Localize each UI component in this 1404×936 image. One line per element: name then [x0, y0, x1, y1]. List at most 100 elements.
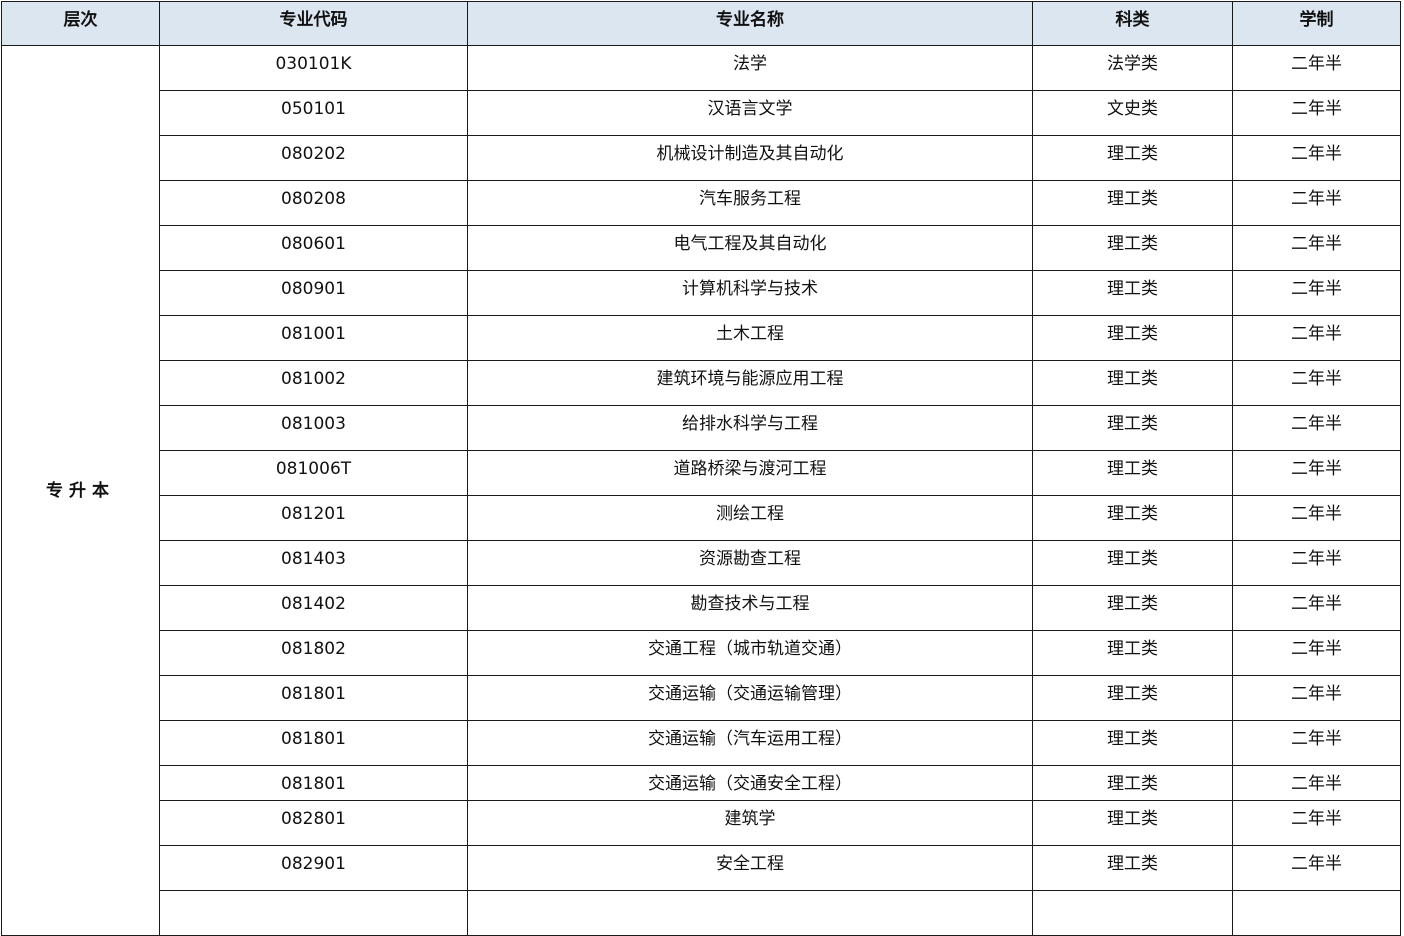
table-row: 081002 建筑环境与能源应用工程 理工类 二年半 — [2, 360, 1401, 406]
name-cell: 机械设计制造及其自动化 — [467, 135, 1033, 181]
duration-cell: 二年半 — [1232, 315, 1401, 361]
name-cell: 建筑环境与能源应用工程 — [467, 360, 1033, 406]
header-code: 专业代码 — [159, 1, 468, 46]
header-duration: 学制 — [1232, 1, 1401, 46]
code-cell: 050101 — [159, 90, 468, 136]
duration-cell: 二年半 — [1232, 630, 1401, 676]
name-cell: 汽车服务工程 — [467, 180, 1033, 226]
code-cell: 081006T — [159, 450, 468, 496]
duration-cell: 二年半 — [1232, 180, 1401, 226]
table-row: 专升本 030101K 法学 法学类 二年半 — [1, 45, 1401, 936]
duration-cell: 二年半 — [1232, 90, 1401, 136]
duration-cell: 二年半 — [1232, 800, 1401, 846]
table-row: 081801 交通运输（交通安全工程） 理工类 二年半 — [2, 765, 1401, 801]
name-cell: 勘查技术与工程 — [467, 585, 1033, 631]
code-cell: 030101K — [159, 45, 468, 91]
table-row: 081003 给排水科学与工程 理工类 二年半 — [2, 405, 1401, 451]
duration-cell: 二年半 — [1232, 540, 1401, 586]
category-cell: 理工类 — [1032, 630, 1233, 676]
category-cell: 理工类 — [1032, 540, 1233, 586]
name-cell: 电气工程及其自动化 — [467, 225, 1033, 271]
category-cell: 理工类 — [1032, 585, 1233, 631]
name-cell: 交通运输（交通运输管理） — [467, 675, 1033, 721]
table-row: 080202 机械设计制造及其自动化 理工类 二年半 — [2, 135, 1401, 181]
code-cell: 081003 — [159, 405, 468, 451]
code-cell: 081402 — [159, 585, 468, 631]
category-cell: 理工类 — [1032, 800, 1233, 846]
duration-cell: 二年半 — [1232, 765, 1401, 801]
table-row: 050101 汉语言文学 文史类 二年半 — [2, 90, 1401, 136]
table-row: 081801 交通运输（汽车运用工程） 理工类 二年半 — [2, 720, 1401, 766]
table-row: 080601 电气工程及其自动化 理工类 二年半 — [2, 225, 1401, 271]
category-cell: 理工类 — [1032, 180, 1233, 226]
level-cell: 专升本 — [1, 45, 160, 936]
name-cell: 资源勘查工程 — [467, 540, 1033, 586]
code-cell: 080601 — [159, 225, 468, 271]
name-cell: 计算机科学与技术 — [467, 270, 1033, 316]
duration-cell: 二年半 — [1232, 135, 1401, 181]
category-cell: 理工类 — [1032, 720, 1233, 766]
category-cell: 理工类 — [1032, 405, 1233, 451]
duration-cell: 二年半 — [1232, 720, 1401, 766]
table-row: 081006T 道路桥梁与渡河工程 理工类 二年半 — [2, 450, 1401, 496]
code-cell: 080208 — [159, 180, 468, 226]
table-row: 081403 资源勘查工程 理工类 二年半 — [2, 540, 1401, 586]
empty-cell — [1232, 890, 1401, 936]
header-level: 层次 — [1, 1, 160, 46]
code-cell: 081801 — [159, 720, 468, 766]
empty-cell — [159, 890, 468, 936]
duration-cell: 二年半 — [1232, 450, 1401, 496]
table-row: 082901 安全工程 理工类 二年半 — [2, 845, 1401, 891]
table-row: 081201 测绘工程 理工类 二年半 — [2, 495, 1401, 541]
code-cell: 081002 — [159, 360, 468, 406]
header-name: 专业名称 — [467, 1, 1033, 46]
code-cell: 082901 — [159, 845, 468, 891]
category-cell: 文史类 — [1032, 90, 1233, 136]
table-row: 082801 建筑学 理工类 二年半 — [2, 800, 1401, 846]
code-cell: 081802 — [159, 630, 468, 676]
code-cell: 081403 — [159, 540, 468, 586]
name-cell: 道路桥梁与渡河工程 — [467, 450, 1033, 496]
empty-cell — [467, 890, 1033, 936]
category-cell: 理工类 — [1032, 360, 1233, 406]
duration-cell: 二年半 — [1232, 45, 1401, 91]
code-cell: 081001 — [159, 315, 468, 361]
empty-cell — [1032, 890, 1233, 936]
duration-cell: 二年半 — [1232, 405, 1401, 451]
table-row: 080901 计算机科学与技术 理工类 二年半 — [2, 270, 1401, 316]
table-row: 081801 交通运输（交通运输管理） 理工类 二年半 — [2, 675, 1401, 721]
name-cell: 建筑学 — [467, 800, 1033, 846]
code-cell: 081201 — [159, 495, 468, 541]
header-row: 层次 专业代码 专业名称 科类 学制 — [1, 1, 1401, 46]
table-row: 080208 汽车服务工程 理工类 二年半 — [2, 180, 1401, 226]
name-cell: 测绘工程 — [467, 495, 1033, 541]
category-cell: 理工类 — [1032, 765, 1233, 801]
table-row: 081802 交通工程（城市轨道交通） 理工类 二年半 — [2, 630, 1401, 676]
code-cell: 082801 — [159, 800, 468, 846]
name-cell: 法学 — [467, 45, 1033, 91]
category-cell: 理工类 — [1032, 845, 1233, 891]
duration-cell: 二年半 — [1232, 585, 1401, 631]
code-cell: 080901 — [159, 270, 468, 316]
header-category: 科类 — [1032, 1, 1233, 46]
code-cell: 081801 — [159, 675, 468, 721]
name-cell: 交通工程（城市轨道交通） — [467, 630, 1033, 676]
name-cell: 土木工程 — [467, 315, 1033, 361]
name-cell: 交通运输（汽车运用工程） — [467, 720, 1033, 766]
table-row: 081001 土木工程 理工类 二年半 — [2, 315, 1401, 361]
code-cell: 080202 — [159, 135, 468, 181]
name-cell: 安全工程 — [467, 845, 1033, 891]
duration-cell: 二年半 — [1232, 495, 1401, 541]
duration-cell: 二年半 — [1232, 270, 1401, 316]
duration-cell: 二年半 — [1232, 225, 1401, 271]
duration-cell: 二年半 — [1232, 675, 1401, 721]
category-cell: 理工类 — [1032, 225, 1233, 271]
category-cell: 理工类 — [1032, 495, 1233, 541]
category-cell: 理工类 — [1032, 450, 1233, 496]
code-cell: 081801 — [159, 765, 468, 801]
category-cell: 理工类 — [1032, 315, 1233, 361]
table-row: 081402 勘查技术与工程 理工类 二年半 — [2, 585, 1401, 631]
name-cell: 交通运输（交通安全工程） — [467, 765, 1033, 801]
category-cell: 法学类 — [1032, 45, 1233, 91]
